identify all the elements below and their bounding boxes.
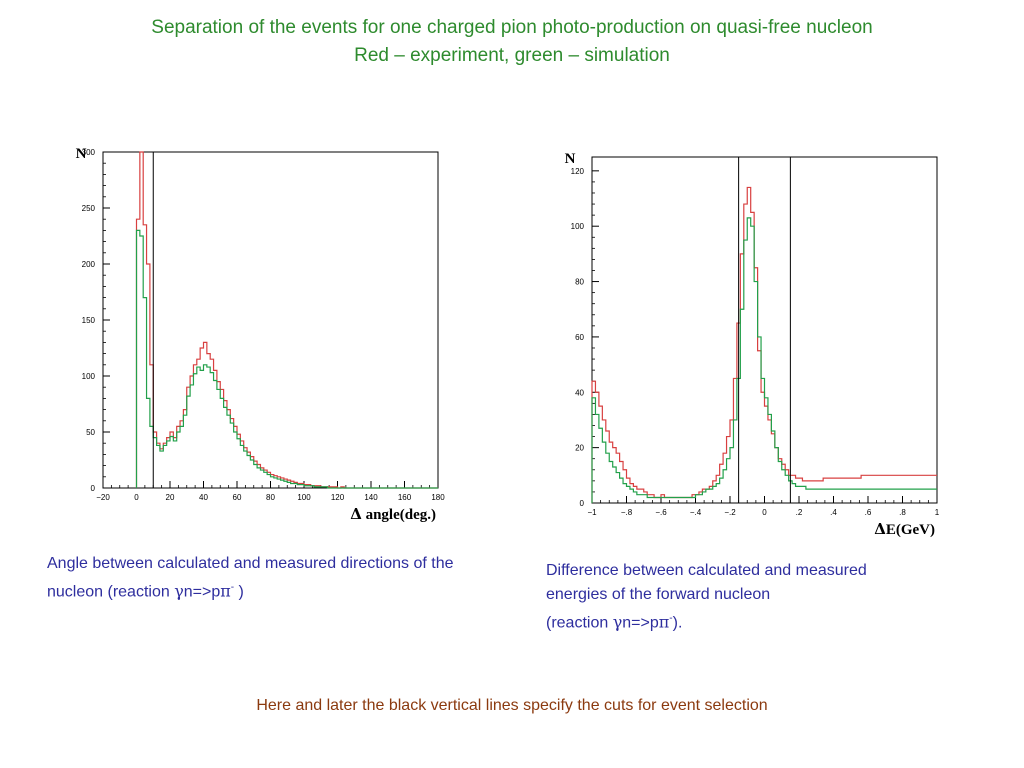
y-tick-label: 250	[82, 204, 96, 213]
x-tick-label: .6	[865, 508, 872, 517]
page-subtitle: Red – experiment, green – simulation	[354, 45, 670, 66]
caption-left: Angle between calculated and measured di…	[47, 555, 454, 601]
x-tick-label: 60	[233, 493, 242, 502]
x-tick-label: .2	[796, 508, 803, 517]
y-tick-label: 200	[82, 260, 96, 269]
histogram-simulation	[591, 217, 937, 503]
x-tick-label: −.8	[621, 508, 633, 517]
page-title: Separation of the events for one charged…	[151, 17, 873, 38]
delta-symbol: Δ	[874, 520, 886, 538]
y-axis-label: N	[565, 151, 576, 167]
x-tick-label: −.2	[724, 508, 736, 517]
y-tick-label: 100	[571, 222, 585, 231]
y-tick-label: 40	[575, 388, 584, 397]
plot-frame	[591, 156, 938, 504]
x-tick-label: 20	[166, 493, 175, 502]
histogram-experiment	[591, 186, 937, 503]
x-tick-label: 140	[364, 493, 378, 502]
chart-angle: −20 0 20 40 60 80 100 120 140 160 1800501001502002…	[76, 146, 446, 523]
x-tick-label: .4	[830, 508, 837, 517]
x-tick-label: 1	[935, 508, 940, 517]
x-tick-label: .8	[899, 508, 906, 517]
x-tick-label: −20	[96, 493, 110, 502]
x-tick-label: 0	[134, 493, 139, 502]
x-tick-label: 40	[199, 493, 208, 502]
gamma-symbol: γ	[174, 581, 184, 601]
x-tick-label: 160	[398, 493, 412, 502]
y-axis-label: N	[76, 146, 87, 162]
chart-energy: −1 −.8 −.6 −.4 −.2 0 .2 .4 .6 .8 1 0 20 40 60 80 100 120N…	[565, 151, 940, 538]
footer-note: Here and later the black vertical lines …	[256, 697, 768, 714]
x-tick-label: −.6	[655, 508, 667, 517]
caption-right: Difference between calculated and measur…	[546, 562, 867, 632]
x-axis-label: Δ angle(deg.)	[350, 505, 436, 523]
x-tick-label: −.4	[690, 508, 702, 517]
y-tick-label: 150	[82, 316, 96, 325]
y-tick-label: 80	[575, 278, 584, 287]
x-tick-label: 180	[431, 493, 445, 502]
y-tick-label: 120	[571, 167, 585, 176]
y-tick-label: 300	[82, 148, 96, 157]
x-tick-label: −1	[587, 508, 597, 517]
y-tick-label: 0	[91, 484, 96, 493]
y-tick-label: 0	[580, 499, 585, 508]
x-axis-label-text: angle(deg.)	[362, 507, 436, 523]
x-tick-label: 120	[331, 493, 345, 502]
x-tick-label: 80	[266, 493, 275, 502]
y-tick-label: 20	[575, 444, 584, 453]
x-tick-label: 100	[297, 493, 311, 502]
y-tick-label: 50	[86, 428, 95, 437]
delta-symbol: Δ	[350, 505, 362, 523]
pi-symbol: π	[220, 581, 231, 601]
gamma-symbol: γ	[612, 612, 623, 632]
y-tick-label: 100	[82, 372, 96, 381]
x-tick-label: 0	[762, 508, 767, 517]
histogram-simulation	[135, 229, 438, 489]
y-tick-label: 60	[575, 333, 584, 342]
histogram-experiment	[135, 151, 438, 489]
x-axis-label: ΔE(GeV)	[874, 520, 935, 538]
pi-symbol: π	[658, 612, 670, 632]
x-axis-label-text: E(GeV)	[886, 522, 935, 538]
